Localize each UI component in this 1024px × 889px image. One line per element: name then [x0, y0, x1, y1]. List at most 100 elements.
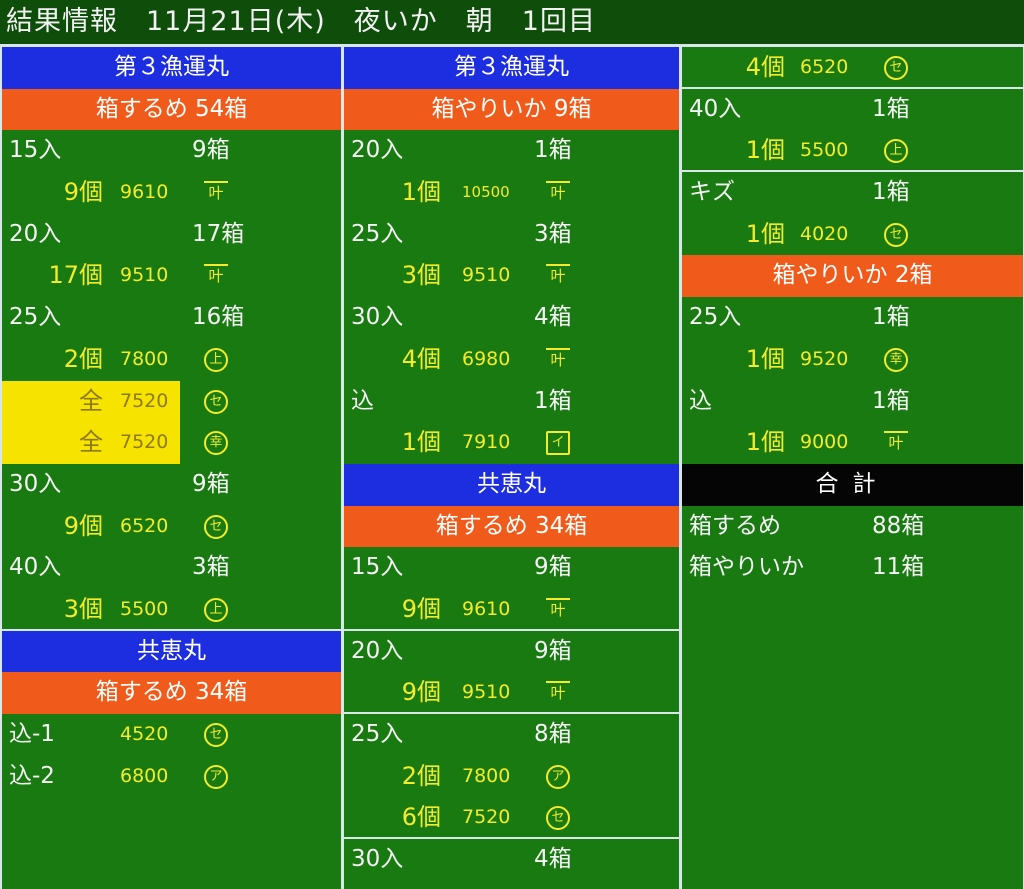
lot-quantity: 1個 — [745, 428, 785, 457]
lot-price: 5500 — [120, 597, 169, 620]
lot-row: 1個 9520 幸 — [682, 339, 1023, 381]
box-count: 1箱 — [872, 387, 910, 414]
box-count: 1箱 — [872, 95, 910, 122]
size-label: 込 — [351, 387, 374, 414]
buyer-mark-icon: 叶 — [546, 681, 570, 705]
box-count: 4箱 — [534, 846, 572, 873]
lot-quantity: 全 — [79, 428, 103, 457]
lot-price: 7520 — [462, 806, 511, 829]
size-label: 30入 — [9, 470, 62, 497]
box-count: 88箱 — [872, 512, 925, 539]
size-row: 込 1箱 — [344, 381, 679, 423]
box-count: 1箱 — [534, 387, 572, 414]
size-row: キズ 1箱 — [682, 172, 1023, 214]
buyer-mark-icon: セ — [884, 222, 908, 247]
lot-quantity: 17個 — [48, 261, 103, 290]
column-3: 4個 6520 セ 40入 1箱 1個 5500 上キズ 1箱 1個 4020 セ箱やりいか 2箱 25… — [680, 47, 1024, 889]
size-label: 20入 — [351, 137, 404, 164]
lot-price: 9610 — [120, 181, 169, 204]
lot-row: 3個 5500 上 — [2, 589, 341, 631]
size-label: 15入 — [9, 137, 62, 164]
ship-header: 共恵丸 — [2, 630, 341, 673]
lot-label: 込-1 — [9, 721, 55, 747]
lot-price: 4520 — [120, 723, 169, 745]
column-1: 第３漁運丸 箱するめ 54箱 15入 9箱 9個 9610 叶 20入 17箱 17個 9510 叶 2… — [0, 47, 342, 889]
lot-quantity: 3個 — [401, 261, 441, 290]
lot-quantity: 9個 — [401, 594, 441, 623]
buyer-mark-icon: セ — [204, 723, 228, 747]
lot-price: 7910 — [462, 431, 511, 454]
lot-row: 全 7520 セ — [2, 380, 341, 423]
size-row: 40入 3箱 — [2, 547, 341, 589]
lot-price: 4020 — [800, 222, 849, 245]
lot-row: 6個 7520 セ — [344, 797, 679, 840]
size-row: 25入 3箱 — [344, 214, 679, 256]
size-row: 込 1箱 — [682, 381, 1023, 423]
ship-header: 第３漁運丸 — [2, 47, 341, 89]
size-label: キズ — [689, 179, 735, 206]
buyer-mark-icon: 叶 — [546, 347, 570, 372]
box-count: 8箱 — [534, 721, 572, 747]
box-count: 9箱 — [192, 470, 230, 497]
size-label: 箱するめ — [689, 512, 781, 539]
lot-price: 9520 — [800, 347, 849, 370]
buyer-mark-icon: ア — [204, 764, 228, 789]
box-count: 3箱 — [192, 554, 230, 581]
size-label: 25入 — [689, 304, 742, 331]
size-row: 20入 9箱 — [344, 631, 679, 673]
size-row: 20入 17箱 — [2, 214, 341, 256]
buyer-mark-icon: セ — [204, 514, 228, 539]
size-label: 15入 — [351, 554, 404, 581]
category-header: 箱やりいか 9箱 — [344, 88, 679, 131]
lot-row: 4個 6980 叶 — [344, 339, 679, 381]
lot-price: 7520 — [120, 389, 169, 412]
buyer-mark-icon: セ — [546, 806, 570, 831]
total-header: 合計 — [682, 463, 1023, 506]
category-header: 箱するめ 54箱 — [2, 88, 341, 131]
box-count: 11箱 — [872, 554, 925, 581]
lot-quantity: 1個 — [401, 428, 441, 457]
column-2: 第３漁運丸 箱やりいか 9箱 20入 1箱 1個 10500 叶 25入 3箱 3個 9510 叶 30… — [342, 47, 680, 889]
lot-quantity: 全 — [79, 386, 103, 415]
lot-row: 込-1 4520 セ — [2, 714, 341, 756]
buyer-mark-icon: セ — [204, 389, 228, 414]
size-row: 30入 4箱 — [344, 839, 679, 881]
page-title: 結果情報 11月21日(木) 夜いか 朝 1回目 — [0, 0, 1024, 44]
lot-price: 6800 — [120, 764, 169, 787]
results-board: 第３漁運丸 箱するめ 54箱 15入 9箱 9個 9610 叶 20入 17箱 17個 9510 叶 2… — [0, 44, 1024, 889]
size-row: 30入 9箱 — [2, 464, 341, 506]
size-label: 40入 — [9, 554, 62, 581]
category-header: 箱やりいか 2箱 — [682, 255, 1023, 298]
box-count: 16箱 — [192, 304, 245, 331]
highlight-box — [2, 380, 180, 423]
lot-price: 6520 — [120, 514, 169, 537]
lot-row: 3個 9510 叶 — [344, 255, 679, 297]
box-count: 9箱 — [534, 554, 572, 581]
size-row: 25入 1箱 — [682, 297, 1023, 339]
lot-price: 6980 — [462, 347, 511, 370]
lot-price: 9510 — [462, 264, 511, 287]
category-header: 箱するめ 34箱 — [344, 505, 679, 548]
lot-quantity: 3個 — [63, 594, 103, 623]
lot-label: 込-2 — [9, 762, 55, 789]
lot-price: 7520 — [120, 431, 169, 454]
size-label: 25入 — [9, 304, 62, 331]
lot-row: 1個 9000 叶 — [682, 422, 1023, 464]
lot-quantity: 2個 — [63, 344, 103, 373]
lot-price: 9510 — [120, 264, 169, 287]
size-label: 30入 — [351, 304, 404, 331]
lot-price: 7800 — [120, 347, 169, 370]
lot-row: 1個 5500 上 — [682, 130, 1023, 173]
buyer-mark-icon: 上 — [204, 347, 228, 372]
buyer-mark-icon: 叶 — [204, 264, 228, 288]
box-count: 4箱 — [534, 304, 572, 331]
lot-row: 9個 9510 叶 — [344, 672, 679, 714]
lot-quantity: 9個 — [401, 678, 441, 707]
lot-row: 9個 9610 叶 — [2, 172, 341, 214]
buyer-mark-icon: 叶 — [546, 264, 570, 288]
lot-row: 全 7520 幸 — [2, 422, 341, 464]
size-row: 15入 9箱 — [344, 547, 679, 589]
lot-row: 4個 6520 セ — [682, 47, 1023, 89]
lot-price: 9510 — [462, 681, 511, 704]
size-label: 込 — [689, 387, 712, 414]
